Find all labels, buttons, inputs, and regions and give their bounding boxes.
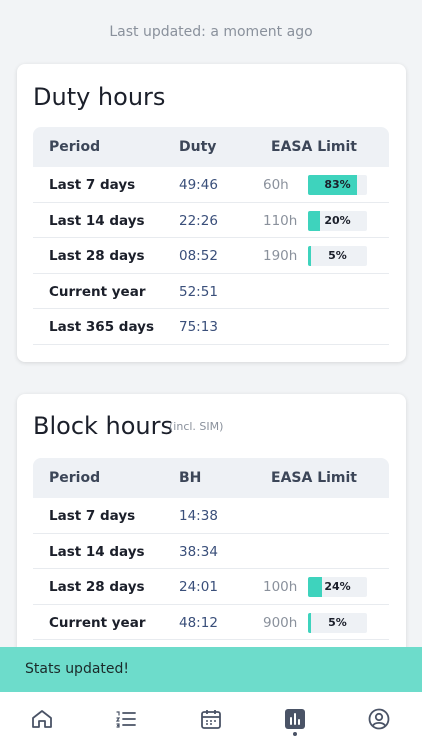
row-period: Last 365 days bbox=[49, 319, 154, 335]
row-period: Current year bbox=[49, 614, 146, 631]
progress-percent: 5% bbox=[328, 615, 347, 629]
home-icon[interactable] bbox=[30, 707, 54, 731]
progress-fill bbox=[308, 577, 323, 597]
row-value: 38:34 bbox=[179, 543, 218, 560]
last-updated-text: Last updated: a moment ago bbox=[109, 24, 313, 40]
row-value: 24:01 bbox=[179, 579, 218, 595]
progress-percent: 83% bbox=[324, 178, 351, 191]
table-row: Last 7 days 49:46 60h 83% bbox=[33, 167, 389, 203]
table-row: Last 28 days 24:01 100h 24% bbox=[33, 569, 389, 605]
table-row: Last 28 days 08:52 190h 5% bbox=[33, 238, 389, 274]
limit-progress-bar: 83% bbox=[308, 175, 367, 195]
column-bh: BH bbox=[179, 470, 202, 486]
row-period: Current year bbox=[49, 283, 146, 300]
active-indicator bbox=[293, 732, 297, 736]
table-row: Current year 48:12 900h 5% bbox=[33, 605, 389, 640]
list-icon[interactable] bbox=[114, 707, 138, 731]
duty-hours-card: Duty hours Period Duty EASA Limit Last 7… bbox=[17, 64, 406, 362]
table-row: Last 7 days 14:38 bbox=[33, 498, 389, 534]
row-value: 08:52 bbox=[179, 248, 218, 264]
row-period: Last 28 days bbox=[49, 579, 145, 595]
table-row: Current year 52:51 bbox=[33, 274, 389, 309]
progress-fill bbox=[308, 175, 357, 195]
row-limit: 110h bbox=[263, 212, 298, 229]
row-period: Last 14 days bbox=[49, 212, 145, 229]
progress-fill bbox=[308, 246, 311, 266]
column-period: Period bbox=[49, 470, 101, 486]
row-value: 49:46 bbox=[179, 177, 218, 193]
limit-progress-bar: 5% bbox=[308, 612, 367, 633]
table-header: Period Duty EASA Limit bbox=[33, 127, 389, 167]
duty-hours-title: Duty hours bbox=[33, 83, 166, 111]
row-value: 52:51 bbox=[179, 283, 218, 300]
column-easa-limit: EASA Limit bbox=[271, 470, 357, 486]
progress-percent: 20% bbox=[324, 213, 351, 227]
bottom-nav bbox=[0, 692, 422, 750]
table-row: Last 14 days 38:34 bbox=[33, 534, 389, 569]
block-hours-subtitle: (incl. SIM) bbox=[169, 420, 224, 433]
limit-progress-bar: 24% bbox=[308, 577, 367, 597]
row-limit: 100h bbox=[263, 579, 298, 595]
column-period: Period bbox=[49, 139, 101, 155]
table-header: Period BH EASA Limit bbox=[33, 458, 389, 498]
limit-progress-bar: 5% bbox=[308, 246, 367, 266]
toast-notification[interactable]: Stats updated! bbox=[0, 647, 422, 692]
block-hours-card: Block hours (incl. SIM) Period BH EASA L… bbox=[17, 394, 406, 694]
row-period: Last 7 days bbox=[49, 508, 136, 524]
profile-icon[interactable] bbox=[367, 707, 391, 731]
row-value: 48:12 bbox=[179, 614, 218, 631]
row-value: 14:38 bbox=[179, 508, 218, 524]
table-row: Last 14 days 22:26 110h 20% bbox=[33, 203, 389, 238]
block-hours-table: Period BH EASA Limit Last 7 days 14:38 Las… bbox=[33, 458, 389, 640]
column-duty: Duty bbox=[179, 139, 217, 155]
table-row: Last 365 days 75:13 bbox=[33, 309, 389, 345]
row-value: 22:26 bbox=[179, 212, 218, 229]
row-limit: 190h bbox=[263, 248, 298, 264]
block-hours-title: Block hours bbox=[33, 412, 174, 440]
progress-fill bbox=[308, 210, 320, 231]
row-value: 75:13 bbox=[179, 319, 218, 335]
stats-icon[interactable] bbox=[283, 707, 307, 731]
progress-percent: 24% bbox=[324, 580, 351, 593]
duty-hours-table: Period Duty EASA Limit Last 7 days 49:46 6… bbox=[33, 127, 389, 345]
row-period: Last 14 days bbox=[49, 543, 145, 560]
progress-percent: 5% bbox=[328, 249, 347, 262]
progress-fill bbox=[308, 612, 311, 633]
limit-progress-bar: 20% bbox=[308, 210, 367, 231]
row-limit: 900h bbox=[263, 614, 298, 631]
row-limit: 60h bbox=[263, 177, 289, 193]
row-period: Last 28 days bbox=[49, 248, 145, 264]
calendar-icon[interactable] bbox=[199, 707, 223, 731]
column-easa-limit: EASA Limit bbox=[271, 139, 357, 155]
row-period: Last 7 days bbox=[49, 177, 136, 193]
